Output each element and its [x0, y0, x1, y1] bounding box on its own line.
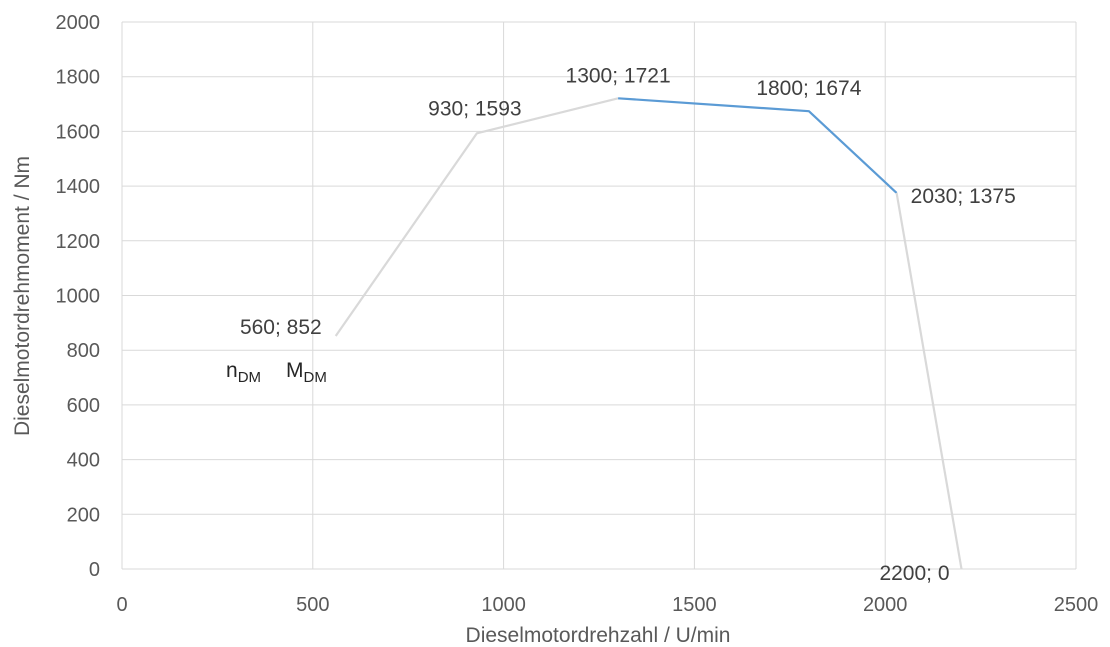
data-label: 560; 852: [240, 316, 322, 339]
y-tick-label: 1400: [56, 176, 101, 198]
data-label: 2200; 0: [879, 562, 949, 585]
data-label: 1800; 1674: [756, 77, 861, 100]
data-series: [334, 97, 963, 570]
series-line-3: [895, 192, 963, 570]
data-label: 2030; 1375: [911, 185, 1016, 208]
series-line-2: [618, 97, 898, 194]
data-label: 1300; 1721: [566, 64, 671, 87]
data-label: 930; 1593: [428, 97, 521, 120]
y-axis-title: Dieselmotordrehmoment / Nm: [11, 156, 34, 436]
x-tick-label: 500: [296, 594, 329, 616]
y-tick-label: 1000: [56, 286, 101, 308]
y-tick-label: 600: [67, 395, 100, 417]
y-tick-label: 2000: [56, 12, 101, 34]
y-tick-label: 200: [67, 504, 100, 526]
x-tick-label: 1000: [481, 594, 526, 616]
series-line-1: [334, 97, 619, 337]
torque-symbol-annotation: MDM: [286, 359, 327, 386]
grid-lines: [121, 21, 1077, 570]
y-tick-label: 1800: [56, 67, 101, 89]
axes: 0 200 400 600 800 1000 1200 1400 1600 1800 2000 0 50…: [56, 12, 1099, 616]
y-tick-label: 0: [89, 559, 100, 581]
y-tick-label: 400: [67, 450, 100, 472]
speed-symbol-annotation: nDM: [226, 359, 261, 386]
y-tick-label: 1600: [56, 121, 101, 143]
x-axis-title: Dieselmotordrehzahl / U/min: [466, 624, 731, 647]
x-tick-label: 2500: [1054, 594, 1099, 616]
x-tick-label: 0: [116, 594, 127, 616]
data-labels: 560; 852 930; 1593 1300; 1721 1800; 1674 203…: [240, 64, 1016, 585]
y-tick-label: 800: [67, 340, 100, 362]
x-tick-label: 2000: [863, 594, 908, 616]
x-tick-label: 1500: [672, 594, 717, 616]
y-tick-label: 1200: [56, 231, 101, 253]
